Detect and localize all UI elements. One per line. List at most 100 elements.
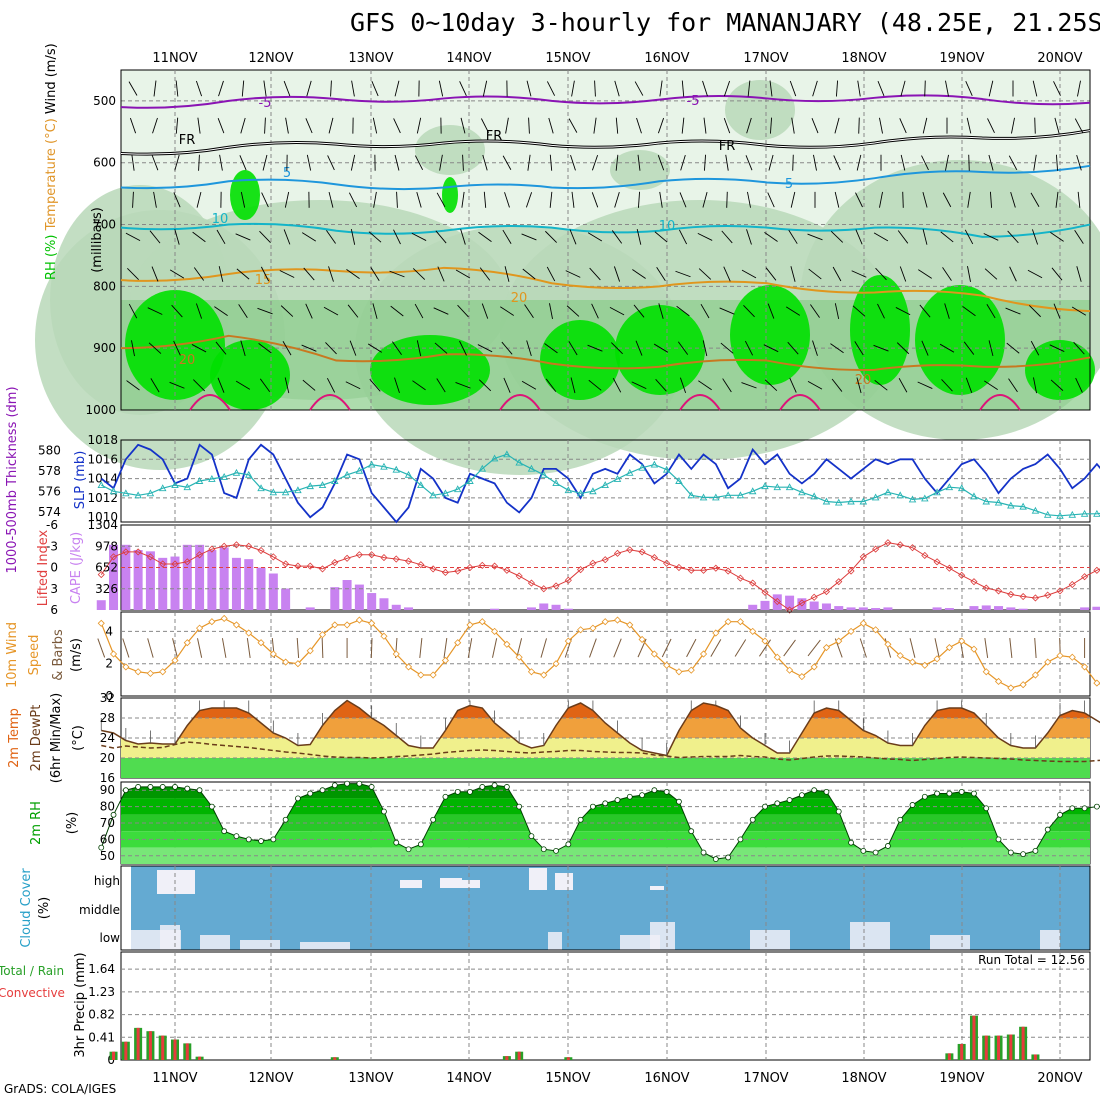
- upper-wind-barb: [197, 117, 201, 134]
- upper-wind-barb: [967, 266, 971, 282]
- cape-bar: [563, 608, 573, 610]
- upper-wind-barb: [744, 340, 754, 356]
- rh-point: [381, 808, 387, 815]
- surface-wind-barb: [758, 639, 772, 657]
- upper-wind-barb: [1034, 117, 1036, 134]
- pressure-tick: 500: [93, 94, 116, 108]
- surface-wind-barb: [467, 638, 473, 658]
- upper-wind-barb: [942, 192, 952, 208]
- upper-wind-barb: [764, 379, 778, 392]
- surface-wind-barb: [370, 637, 373, 659]
- surface-wind-barb: [172, 638, 178, 658]
- upper-wind-barb: [631, 381, 647, 390]
- upper-wind-barb: [986, 304, 996, 319]
- wind-tick: 4: [105, 624, 113, 638]
- temp-tick: 16: [100, 771, 115, 785]
- wind-speed-point: [417, 671, 425, 679]
- upper-wind-barb: [722, 378, 732, 393]
- upper-wind-barb: [132, 191, 134, 208]
- wind-speed-point: [294, 660, 302, 668]
- upper-wind-barb: [306, 154, 312, 171]
- cape-bar: [883, 607, 893, 610]
- upper-wind-barb: [526, 80, 532, 97]
- cape-bar: [158, 557, 168, 610]
- surface-wind-barb: [859, 638, 867, 658]
- rh-point: [725, 854, 732, 861]
- surface-wind-barb: [321, 637, 324, 659]
- rh-point: [454, 788, 461, 795]
- precip-conv-bar: [148, 1031, 152, 1060]
- thickness-point: [318, 481, 327, 489]
- temperature-contour: [120, 266, 1091, 313]
- thickness-point: [552, 479, 560, 486]
- wind-speed-point: [282, 658, 290, 666]
- pressure-tick: 700: [93, 218, 116, 232]
- wind-speed-point: [109, 650, 118, 658]
- cape-bar: [268, 573, 278, 610]
- thickness-point: [896, 491, 904, 499]
- wind-speed-point: [822, 643, 831, 652]
- upper-wind-barb: [501, 341, 513, 355]
- upper-wind-barb: [879, 117, 883, 134]
- upper-wind-barb: [768, 154, 774, 171]
- lifted-line: [100, 542, 1100, 611]
- lifted-point: [122, 548, 130, 556]
- upper-wind-barb: [811, 118, 819, 134]
- thickness-point: [367, 460, 376, 468]
- upper-wind-barb: [900, 154, 906, 171]
- lifted-point: [294, 562, 302, 570]
- thickness-point: [712, 493, 720, 501]
- thickness-point: [281, 488, 290, 496]
- upper-wind-barb: [330, 80, 332, 97]
- upper-wind-barb: [1053, 81, 1061, 96]
- temperature-contour: [120, 222, 1091, 238]
- upper-wind-barb: [763, 344, 779, 353]
- upper-wind-barb: [1006, 342, 1020, 354]
- precip-conv-bar: [1009, 1034, 1013, 1060]
- wind-speed-point: [1044, 658, 1052, 666]
- upper-wind-barb: [239, 155, 247, 171]
- rh-tick: 90: [100, 783, 115, 797]
- upper-wind-barb: [614, 192, 620, 208]
- thickness-point: [564, 486, 573, 494]
- surface-wind-barb: [419, 638, 423, 658]
- lifted-point: [183, 558, 191, 566]
- cape-tick: 326: [95, 582, 118, 596]
- upper-wind-barb: [636, 229, 642, 245]
- thickness-point: [1056, 511, 1064, 519]
- surface-wind-barb: [246, 638, 251, 658]
- upper-wind-barb: [326, 230, 336, 244]
- precip-conv-bar: [124, 1041, 128, 1060]
- wind-speed-point: [921, 661, 929, 669]
- upper-wind-barb: [436, 378, 446, 393]
- rh-point: [528, 833, 535, 840]
- lifted-point: [761, 588, 769, 596]
- upper-wind-barb: [1010, 192, 1016, 208]
- lifted-point: [159, 560, 167, 568]
- lifted-point: [933, 558, 941, 566]
- upper-wind-barb: [1005, 307, 1021, 315]
- lifted-point: [220, 542, 228, 550]
- thickness-point: [380, 462, 388, 470]
- upper-wind-barb: [679, 192, 687, 208]
- date-label-top: 15NOV: [545, 51, 590, 66]
- upper-wind-barb: [812, 80, 818, 97]
- lifted-point: [945, 564, 953, 572]
- upper-wind-barb: [261, 192, 269, 208]
- cape-bar: [379, 598, 389, 610]
- wind-speed-point: [171, 656, 179, 665]
- date-label-top: 20NOV: [1037, 51, 1082, 66]
- wind-speed-point: [663, 661, 671, 669]
- upper-wind-barb: [264, 117, 266, 134]
- slp-tick: 1012: [87, 491, 118, 505]
- rh-point: [565, 841, 572, 848]
- upper-wind-barb: [371, 81, 379, 97]
- upper-wind-barb: [1030, 192, 1040, 207]
- upper-wind-barb: [1029, 305, 1041, 318]
- thickness-point: [662, 465, 671, 473]
- upper-wind-barb: [634, 81, 644, 96]
- wind-speed-point: [1056, 652, 1064, 660]
- rh-point: [147, 784, 154, 790]
- upper-wind-barb: [175, 117, 179, 134]
- thickness-point: [1019, 502, 1027, 510]
